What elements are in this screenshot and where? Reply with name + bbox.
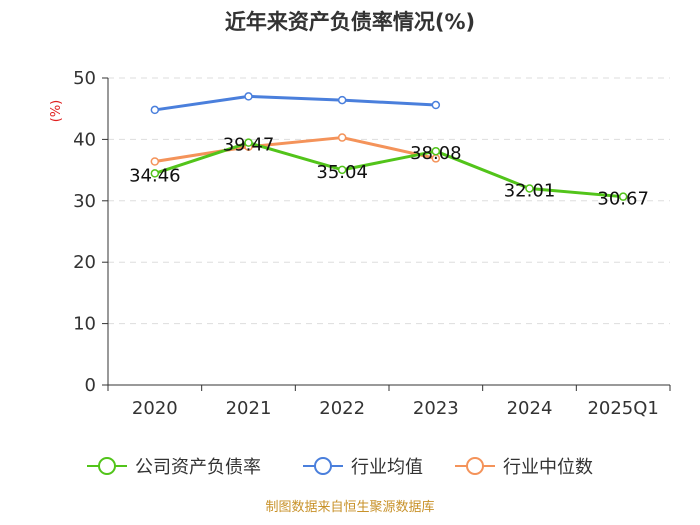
data-point-1 — [431, 100, 441, 110]
y-tick-label: 20 — [73, 252, 96, 273]
legend: 公司资产负债率 行业均值 行业中位数 — [87, 457, 593, 478]
data-label: 30.67 — [597, 189, 649, 210]
x-tick-label: 2021 — [226, 398, 272, 419]
data-label: 38.08 — [410, 143, 462, 164]
axes: 0 10 20 30 40 50 2020 2021 2022 2023 2024 2025Q1 — [73, 68, 671, 419]
data-point-1 — [337, 95, 347, 105]
y-tick-label: 50 — [73, 68, 96, 89]
legend-label-0: 公司资产负债率 — [135, 457, 261, 478]
legend-marker-1 — [314, 457, 332, 475]
data-label: 34.46 — [129, 165, 181, 186]
data-point-1 — [244, 92, 253, 101]
gridlines — [108, 77, 670, 325]
series-line-2 — [154, 136, 437, 163]
series-line-0 — [154, 141, 624, 199]
data-label: 39.47 — [223, 135, 275, 156]
legend-marker-0 — [98, 457, 116, 475]
legend-label-2: 行业中位数 — [503, 457, 593, 478]
series-lines — [150, 92, 628, 201]
y-axis-label: (%) — [49, 100, 64, 123]
y-tick-label: 10 — [73, 314, 96, 335]
x-tick-label: 2020 — [132, 398, 178, 419]
series-line-1 — [154, 94, 436, 112]
x-tick-label: 2022 — [319, 398, 365, 419]
data-label: 32.01 — [504, 180, 556, 201]
data-point-2 — [150, 157, 160, 166]
x-tick-label: 2023 — [413, 398, 459, 419]
data-labels: 34.46 39.47 35.04 38.08 32.01 30.67 — [129, 135, 649, 210]
data-point-0 — [618, 192, 628, 201]
data-point-2 — [337, 133, 347, 142]
legend-marker-2 — [466, 457, 484, 475]
x-tick-label: 2024 — [507, 398, 553, 419]
y-tick-label: 40 — [73, 129, 96, 150]
data-point-0 — [525, 184, 534, 193]
data-point-0 — [431, 146, 441, 156]
data-point-1 — [150, 105, 160, 115]
source-note: 制图数据来自恒生聚源数据库 — [265, 499, 434, 515]
y-tick-label: 0 — [85, 375, 96, 396]
legend-label-1: 行业均值 — [351, 457, 423, 478]
data-point-0 — [150, 169, 160, 178]
x-tick-label: 2025Q1 — [587, 398, 658, 419]
data-label: 35.04 — [316, 162, 368, 183]
data-point-0 — [337, 165, 347, 175]
data-point-0 — [244, 138, 253, 147]
y-tick-label: 30 — [73, 191, 96, 212]
chart-title: 近年来资产负债率情况(%) — [225, 10, 475, 34]
